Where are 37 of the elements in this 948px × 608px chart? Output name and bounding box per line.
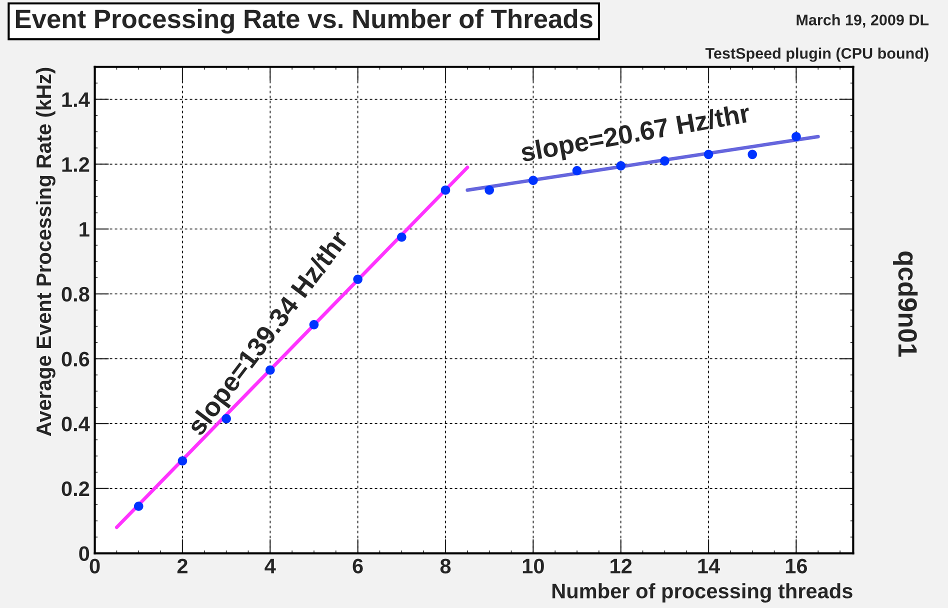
x-tick-label: 8 xyxy=(440,558,451,574)
x-tick-label: 2 xyxy=(177,558,188,574)
point xyxy=(353,274,362,284)
x-tick-label: 16 xyxy=(786,558,808,574)
chart-title: Event Processing Rate vs. Number of Threads xyxy=(16,8,592,34)
point xyxy=(484,185,494,195)
point xyxy=(134,502,144,511)
point xyxy=(792,132,801,142)
y-tick-label: 0.2 xyxy=(62,481,90,496)
point xyxy=(616,161,626,170)
y-tick-label: 1.2 xyxy=(62,157,90,172)
annotation: slope=20.67 Hz/thr xyxy=(520,102,752,168)
point xyxy=(309,320,319,330)
text: TestSpeed plugin (CPU bound) xyxy=(705,48,928,62)
y-tick-label: 1 xyxy=(80,222,90,237)
point xyxy=(397,232,406,242)
y-tick-label: 0.4 xyxy=(62,416,90,432)
y-tick-label: 0.8 xyxy=(62,286,90,302)
text: March 19, 2009 DL xyxy=(796,14,929,28)
text: qcd9n01 xyxy=(893,252,918,357)
y-axis-title: Average Event Processing Rate (kHz) xyxy=(36,68,56,436)
point xyxy=(572,166,582,176)
x-tick-label: 6 xyxy=(352,558,363,574)
x-tick-label: 12 xyxy=(610,558,632,574)
y-tick-label: 0 xyxy=(79,546,90,562)
point xyxy=(748,150,758,160)
x-tick-label: 14 xyxy=(698,558,720,574)
point xyxy=(528,176,538,186)
y-tick-label: 1.4 xyxy=(62,92,90,107)
x-tick-label: 0 xyxy=(90,558,100,574)
x-tick-label: 10 xyxy=(522,558,544,574)
x-tick-label: 4 xyxy=(264,558,276,574)
y-tick-label: 0.6 xyxy=(62,352,90,366)
point xyxy=(440,185,450,195)
x-axis-title: Number of processing threads xyxy=(552,583,852,603)
point xyxy=(704,150,714,160)
point xyxy=(178,456,188,466)
